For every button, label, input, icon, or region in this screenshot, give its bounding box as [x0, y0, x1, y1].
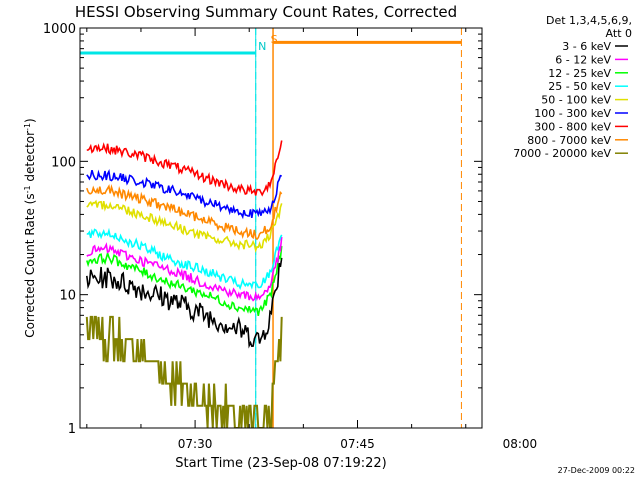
series-line: [585, 202, 640, 254]
y-tick-label: 10: [59, 289, 76, 304]
y-tick-label: 1: [68, 422, 76, 437]
series-line: [86, 227, 283, 291]
y-axis: 1 10 100 1000: [43, 22, 482, 437]
series-line: [585, 317, 640, 434]
legend-label: 50 - 100 keV: [541, 94, 611, 107]
series-line: [585, 253, 640, 356]
legend-label: 7000 - 20000 keV: [513, 147, 611, 160]
series-line: [585, 185, 640, 236]
x-tick-label: 08:00: [503, 437, 538, 451]
series-line: [86, 140, 283, 197]
series-line: [86, 246, 283, 316]
y-tick-label: 100: [51, 155, 76, 170]
y-axis-label-main: Corrected Count Rate (s: [23, 193, 37, 337]
y-axis-label-sup2: -1: [23, 123, 32, 131]
y-axis-label-mid: detector: [23, 131, 37, 186]
legend-label: 25 - 50 keV: [548, 80, 611, 93]
legend-label: 6 - 12 keV: [555, 53, 611, 66]
legend-label: 3 - 6 keV: [562, 40, 611, 53]
series-line: [86, 199, 283, 254]
plot-frame: [79, 27, 483, 429]
x-tick-label: 07:30: [178, 437, 213, 451]
orbit-periods: [80, 28, 462, 428]
x-tick-label: 07:45: [340, 437, 375, 451]
series-line: [86, 169, 282, 220]
annotation-label: N: [258, 40, 266, 53]
series-layer: [85, 140, 640, 434]
series-line: [85, 315, 283, 428]
footer-date: 27-Dec-2009 00:22: [558, 466, 635, 475]
y-axis-label-sup1: -1: [23, 185, 32, 193]
series-line: [86, 257, 283, 349]
legend-label: 300 - 800 keV: [534, 120, 611, 133]
legend-label: 12 - 25 keV: [548, 67, 611, 80]
series-line: [585, 171, 640, 219]
series-line: [86, 236, 283, 302]
series-line: [585, 238, 640, 302]
series-line: [585, 246, 640, 319]
chart-title: HESSI Observing Summary Count Rates, Cor…: [75, 3, 457, 21]
legend-label: 800 - 7000 keV: [527, 134, 611, 147]
x-axis-label: Start Time (23-Sep-08 07:19:22): [175, 456, 386, 471]
annotations: NS: [258, 33, 278, 53]
legend-header-line1: Det 1,3,4,5,6,9,: [546, 14, 632, 27]
y-axis-label: Corrected Count Rate (s-1 detector-1): [23, 118, 38, 337]
y-axis-label-end: ): [23, 118, 37, 123]
y-tick-label: 1000: [43, 22, 76, 37]
series-line: [585, 236, 640, 293]
annotation-label: S: [271, 33, 278, 46]
legend-label: 100 - 300 keV: [534, 107, 611, 120]
series-line: [86, 184, 283, 241]
legend-header-line2: Att 0: [606, 27, 632, 40]
